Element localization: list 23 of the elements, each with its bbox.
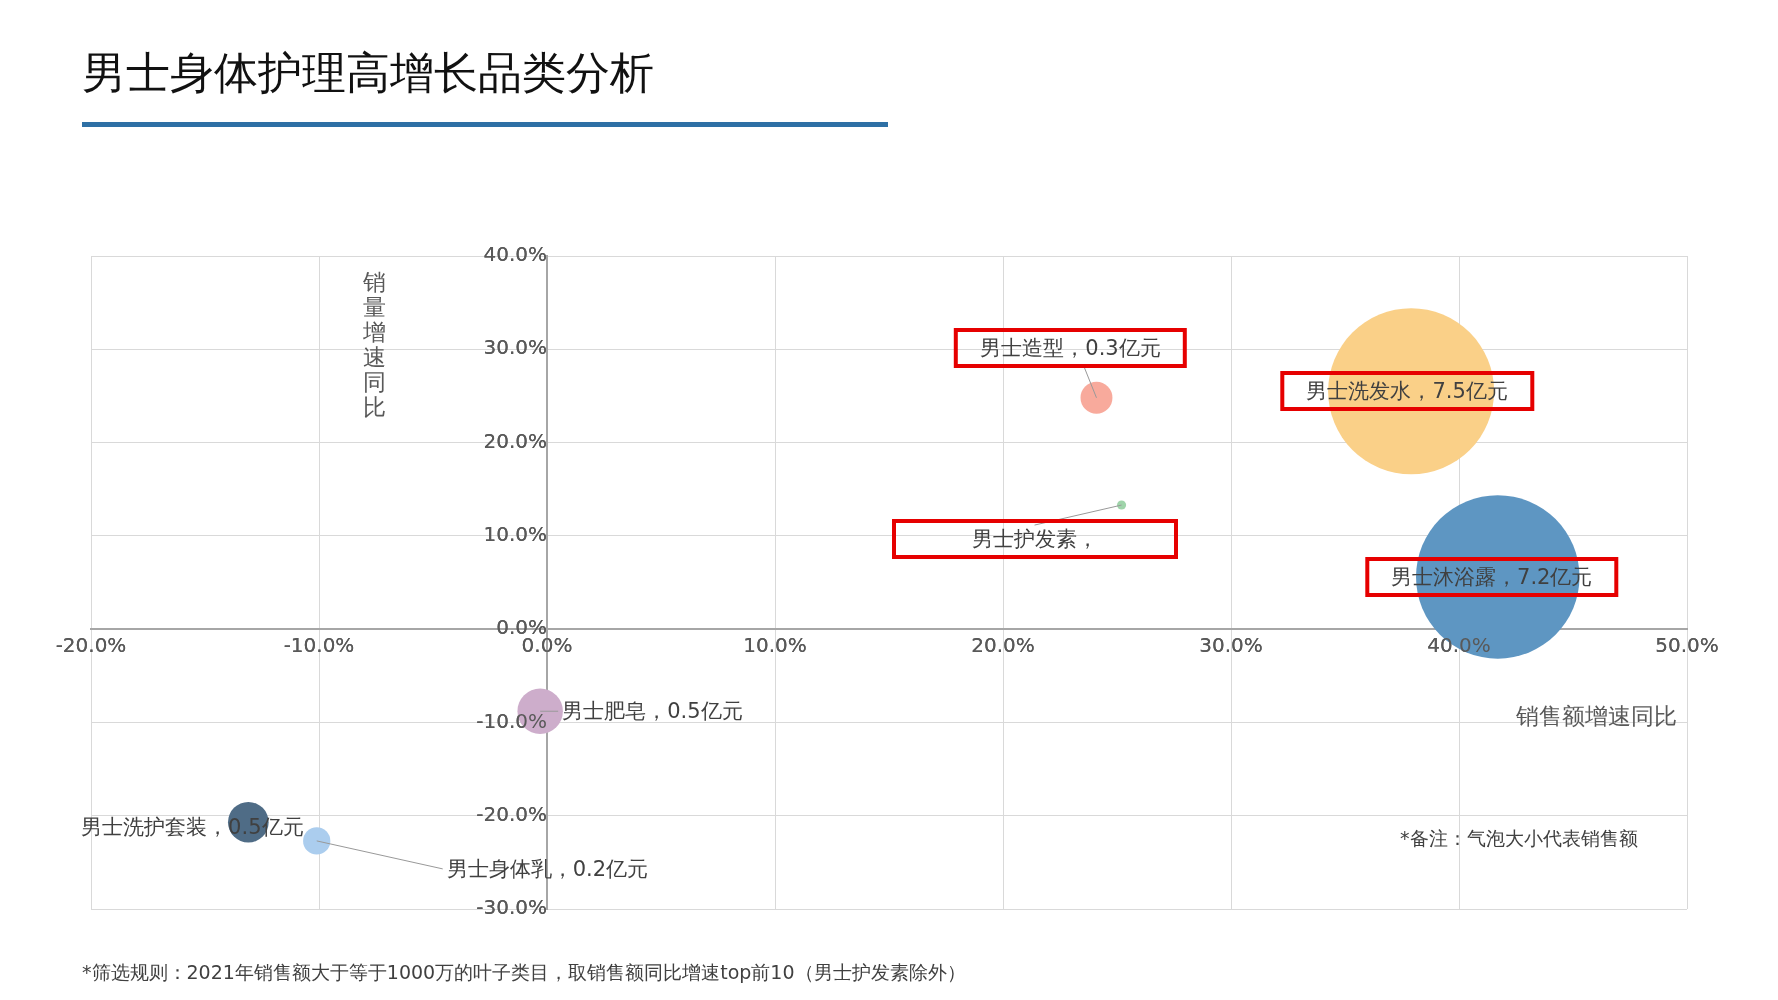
annotation: 男士身体乳，0.2亿元 bbox=[446, 855, 649, 883]
y-tick-label: 30.0% bbox=[483, 335, 547, 360]
x-tick-label: -20.0% bbox=[55, 633, 127, 658]
x-tick-label: 50.0% bbox=[1655, 633, 1719, 658]
annotation: 男士肥皂，0.5亿元 bbox=[562, 698, 743, 726]
y-tick-label: -30.0% bbox=[476, 895, 547, 920]
y-axis-title: 销量增速同比 bbox=[363, 269, 387, 420]
x-tick-label: -10.0% bbox=[283, 633, 355, 658]
x-tick-label: 10.0% bbox=[743, 633, 807, 658]
annotation: *备注：气泡大小代表销售额 bbox=[1400, 826, 1638, 851]
chart-title: 男士身体护理高增长品类分析 bbox=[82, 46, 654, 100]
x-tick-label: 20.0% bbox=[971, 633, 1035, 658]
annotation: 男士造型，0.3亿元 bbox=[954, 327, 1187, 368]
x-axis-title: 销售额增速同比 bbox=[1516, 702, 1677, 731]
text: *筛选规则：2021年销售额大于等于1000万的叶子类目，取销售额同比增速top前10（男士护发素除外） bbox=[82, 960, 966, 985]
y-tick-label: -20.0% bbox=[476, 801, 547, 826]
annotation: 男士护发素， bbox=[891, 519, 1178, 560]
y-tick-label: 10.0% bbox=[483, 522, 547, 547]
y-tick-label: -10.0% bbox=[476, 708, 547, 733]
y-tick-label: 20.0% bbox=[483, 428, 547, 453]
y-tick-label: 40.0% bbox=[483, 242, 547, 267]
x-tick-label: 0.0% bbox=[521, 633, 573, 658]
x-tick-label: 30.0% bbox=[1199, 633, 1263, 658]
